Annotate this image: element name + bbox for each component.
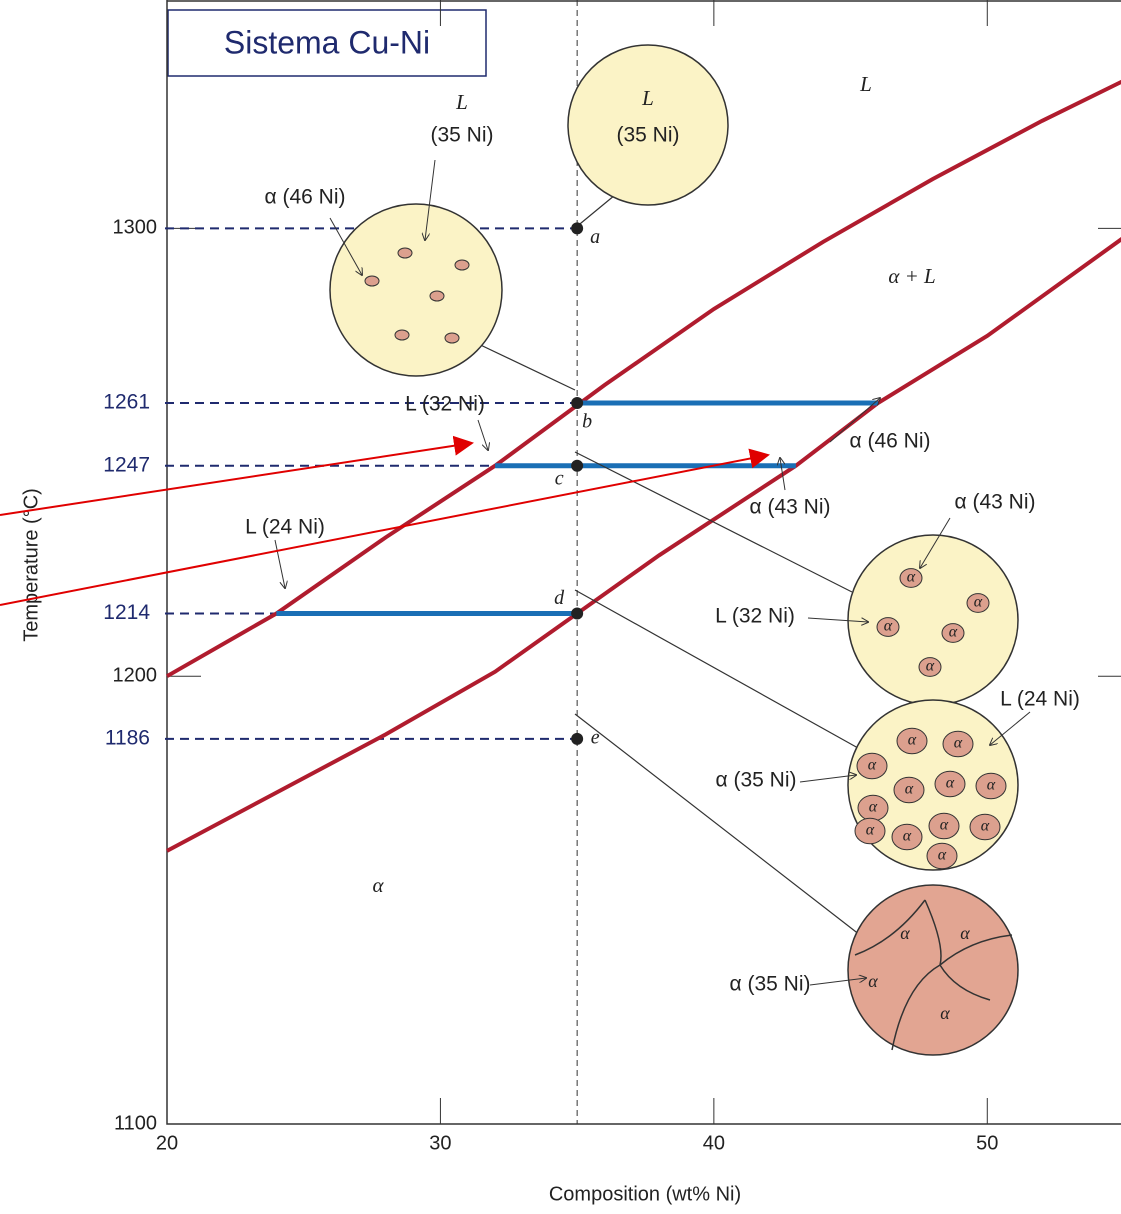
point <box>571 733 583 745</box>
highlight-arrow <box>0 455 768 605</box>
grain-label: α <box>868 757 877 774</box>
grain-label: α <box>946 775 955 792</box>
particle <box>398 248 412 258</box>
annotation: L <box>859 72 872 96</box>
grain-label: α <box>938 847 947 864</box>
point-label: e <box>591 726 600 748</box>
microstructure <box>848 535 1018 705</box>
point-label: d <box>554 587 565 609</box>
particle <box>430 291 444 301</box>
annotation: α <box>372 873 384 897</box>
level-label: 1186 <box>105 726 150 749</box>
annotation: L (24 Ni) <box>245 516 325 539</box>
microstructure <box>330 204 502 376</box>
connector <box>575 714 860 935</box>
grain-label: α <box>907 569 916 586</box>
grain-label: α <box>960 923 970 943</box>
point-label: a <box>590 226 600 248</box>
annotation: α (46 Ni) <box>265 186 346 209</box>
annotation: α (43 Ni) <box>750 496 831 519</box>
point <box>571 222 583 234</box>
annotation: α (35 Ni) <box>730 973 811 996</box>
connector <box>575 195 615 228</box>
annotation: α (35 Ni) <box>716 769 797 792</box>
connector <box>575 452 852 592</box>
x-axis-label: Composition (wt% Ni) <box>549 1183 741 1205</box>
level-label: 1261 <box>103 391 150 414</box>
particle <box>455 260 469 270</box>
chart-title: Sistema Cu-Ni <box>224 24 430 60</box>
grain-label: α <box>868 971 878 991</box>
grain-label: α <box>981 818 990 835</box>
highlight-arrow <box>0 443 472 515</box>
grain-label: α <box>869 799 878 816</box>
annotation: (35 Ni) <box>430 124 493 147</box>
x-tick-label: 30 <box>429 1132 451 1154</box>
grain-label: α <box>866 822 875 839</box>
connector <box>470 340 575 390</box>
particle <box>395 330 409 340</box>
x-tick-label: 20 <box>156 1132 178 1154</box>
grain-label: α <box>905 781 914 798</box>
callout-arrow <box>478 420 488 450</box>
chart: Sistema Cu-Ni Composition (wt% Ni) Tempe… <box>0 0 1121 1214</box>
x-tick-label: 40 <box>703 1132 725 1154</box>
grain-label: α <box>954 735 963 752</box>
annotation: L (24 Ni) <box>1000 688 1080 711</box>
point <box>571 460 583 472</box>
grain-label: α <box>926 658 935 675</box>
callout-arrow <box>275 540 285 588</box>
annotation: L (32 Ni) <box>405 393 485 416</box>
annotation: L <box>455 90 468 114</box>
annotation: α + L <box>888 264 935 288</box>
grain-label: α <box>900 923 910 943</box>
grain-label: α <box>949 624 958 641</box>
y-tick-label: 1100 <box>114 1112 157 1134</box>
grain-label: α <box>903 828 912 845</box>
grain-label: α <box>940 1003 950 1023</box>
point <box>571 397 583 409</box>
point-label: b <box>582 411 592 433</box>
grain-label: α <box>908 732 917 749</box>
particle <box>365 276 379 286</box>
annotation: L (32 Ni) <box>715 605 795 628</box>
annotation: L <box>641 86 654 110</box>
grain-label: α <box>987 777 996 794</box>
level-label: 1214 <box>103 601 150 624</box>
grain-label: α <box>884 618 893 635</box>
y-tick-label: 1200 <box>113 664 158 686</box>
x-tick-label: 50 <box>976 1132 998 1154</box>
grain-label: α <box>940 817 949 834</box>
level-label: 1247 <box>103 453 150 476</box>
point <box>571 607 583 619</box>
annotation: α (43 Ni) <box>955 491 1036 514</box>
y-tick-label: 1300 <box>113 217 158 239</box>
point-label: c <box>555 467 564 489</box>
annotation: α (46 Ni) <box>850 430 931 453</box>
annotation: (35 Ni) <box>616 124 679 147</box>
grain-label: α <box>974 594 983 611</box>
particle <box>445 333 459 343</box>
